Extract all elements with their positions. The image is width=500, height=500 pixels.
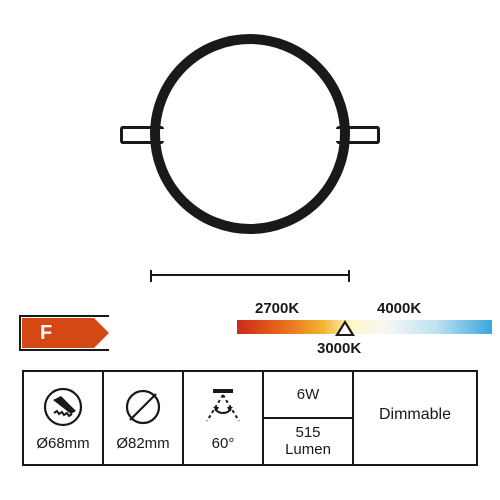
energy-label: F: [22, 318, 94, 348]
ct-label-sel: 3000K: [317, 340, 361, 357]
energy-letter: F: [40, 322, 52, 344]
diameter-value: Ø82mm: [116, 435, 169, 458]
lumen-value: 515: [295, 425, 320, 442]
cell-cutout: Ø68mm: [24, 372, 104, 464]
cell-beam: 60°: [184, 372, 264, 464]
middle-row: F 2700K 4000K 3000K: [22, 300, 478, 360]
dimmable-label: Dimmable: [379, 406, 451, 430]
beam-value: 60°: [212, 435, 235, 458]
holesaw-icon: [41, 379, 85, 435]
lumen-unit: Lumen: [285, 442, 331, 459]
spec-table: Ø68mm Ø82mm 60°: [22, 370, 478, 466]
product-spec-card: F 2700K 4000K 3000K Ø68mm: [0, 0, 500, 500]
color-temp-scale: 2700K 4000K 3000K: [237, 300, 492, 360]
cutout-value: Ø68mm: [36, 435, 89, 458]
dimension-line: [150, 274, 350, 276]
power-value: 6W: [297, 372, 320, 417]
cell-diameter: Ø82mm: [104, 372, 184, 464]
ct-label-high: 4000K: [377, 300, 421, 317]
diameter-icon: [121, 379, 165, 435]
cell-power-lumen: 6W 515 Lumen: [264, 372, 354, 464]
cell-dimmable: Dimmable: [354, 372, 476, 464]
ct-pointer: [335, 320, 355, 336]
beam-angle-icon: [199, 379, 247, 435]
fixture-ring: [150, 34, 350, 234]
ct-label-low: 2700K: [255, 300, 299, 317]
fixture-top-view: [110, 24, 390, 284]
ct-gradient: [237, 320, 492, 334]
